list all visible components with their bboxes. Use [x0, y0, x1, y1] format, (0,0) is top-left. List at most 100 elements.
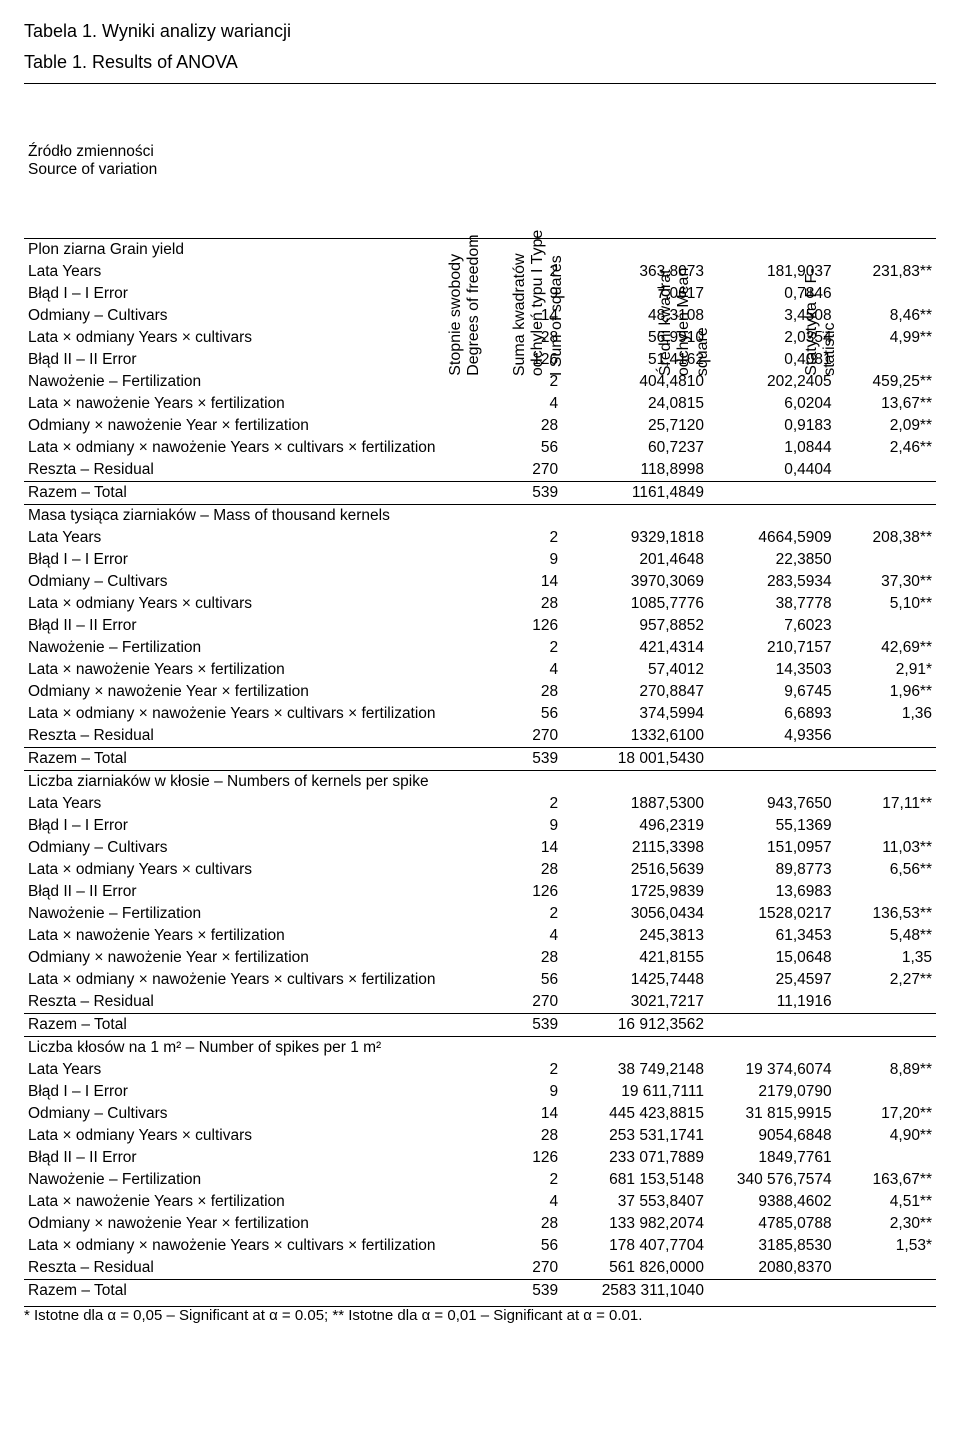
- header-source-pl: Źródło zmienności: [28, 143, 154, 160]
- table-row: Błąd I – I Error9496,231955,1369: [24, 815, 936, 837]
- row-value: 14: [480, 837, 562, 859]
- row-value: [836, 881, 936, 903]
- table-row: Błąd II – II Error1261725,983913,6983: [24, 881, 936, 903]
- row-value: 4: [480, 393, 562, 415]
- table-row: Lata × odmiany Years × cultivars281085,7…: [24, 593, 936, 615]
- row-value: 957,8852: [562, 615, 708, 637]
- row-value: 9: [480, 815, 562, 837]
- row-value: 28: [480, 1213, 562, 1235]
- table-row: Nawożenie – Fertilization23056,04341528,…: [24, 903, 936, 925]
- row-value: 2: [480, 637, 562, 659]
- row-value: 233 071,7889: [562, 1147, 708, 1169]
- row-value: 16 912,3562: [562, 1013, 708, 1036]
- row-label: Lata × nawożenie Years × fertilization: [24, 393, 480, 415]
- row-value: 539: [480, 747, 562, 770]
- row-value: 8,89**: [836, 1059, 936, 1081]
- table-row: Błąd I – I Error9201,464822,3850: [24, 549, 936, 571]
- row-value: 9388,4602: [708, 1191, 836, 1213]
- row-value: 1,96**: [836, 681, 936, 703]
- row-label: Błąd II – II Error: [24, 349, 480, 371]
- row-label: Odmiany × nawożenie Year × fertilization: [24, 681, 480, 703]
- row-label: Odmiany – Cultivars: [24, 305, 480, 327]
- row-label: Razem – Total: [24, 481, 480, 504]
- row-value: 2: [480, 1169, 562, 1191]
- section-title: Liczba kłosów na 1 m² – Number of spikes…: [24, 1036, 936, 1059]
- table-row: Lata × nawożenie Years × fertilization45…: [24, 659, 936, 681]
- row-value: 17,11**: [836, 793, 936, 815]
- row-value: 270: [480, 725, 562, 748]
- table-row: Lata × odmiany × nawożenie Years × culti…: [24, 437, 936, 459]
- row-value: 4: [480, 1191, 562, 1213]
- row-value: 13,6983: [708, 881, 836, 903]
- row-label: Odmiany – Cultivars: [24, 837, 480, 859]
- row-value: 126: [480, 881, 562, 903]
- row-value: 2,30**: [836, 1213, 936, 1235]
- row-value: 28: [480, 415, 562, 437]
- table-row: Odmiany × nawożenie Year × fertilization…: [24, 947, 936, 969]
- row-value: 38 749,2148: [562, 1059, 708, 1081]
- row-value: 37 553,8407: [562, 1191, 708, 1213]
- row-value: 2: [480, 527, 562, 549]
- row-label: Lata × odmiany × nawożenie Years × culti…: [24, 1235, 480, 1257]
- row-value: 3970,3069: [562, 571, 708, 593]
- row-label: Błąd II – II Error: [24, 881, 480, 903]
- row-value: 681 153,5148: [562, 1169, 708, 1191]
- row-value: 19 611,7111: [562, 1081, 708, 1103]
- row-label: Odmiany × nawożenie Year × fertilization: [24, 1213, 480, 1235]
- row-value: [708, 747, 836, 770]
- row-label: Odmiany × nawożenie Year × fertilization: [24, 947, 480, 969]
- row-label: Błąd I – I Error: [24, 549, 480, 571]
- table-caption-pl: Tabela 1. Wyniki analizy wariancji: [24, 20, 936, 43]
- row-value: 208,38**: [836, 527, 936, 549]
- row-value: 4,9356: [708, 725, 836, 748]
- row-value: [836, 725, 936, 748]
- table-row: Lata × odmiany × nawożenie Years × culti…: [24, 1235, 936, 1257]
- row-value: [836, 991, 936, 1014]
- row-label: Błąd II – II Error: [24, 615, 480, 637]
- table-row: Lata × odmiany × nawożenie Years × culti…: [24, 703, 936, 725]
- row-value: 2,91*: [836, 659, 936, 681]
- row-value: 57,4012: [562, 659, 708, 681]
- row-label: Nawożenie – Fertilization: [24, 1169, 480, 1191]
- row-value: 24,0815: [562, 393, 708, 415]
- header-ms: Średni kwadrat odchyleń Mean square: [708, 83, 836, 238]
- row-value: 151,0957: [708, 837, 836, 859]
- row-label: Lata × odmiany Years × cultivars: [24, 859, 480, 881]
- row-value: 28: [480, 947, 562, 969]
- row-value: 1085,7776: [562, 593, 708, 615]
- row-value: 270: [480, 991, 562, 1014]
- table-row: Nawożenie – Fertilization2681 153,514834…: [24, 1169, 936, 1191]
- row-value: 253 531,1741: [562, 1125, 708, 1147]
- row-value: 1725,9839: [562, 881, 708, 903]
- row-value: 28: [480, 1125, 562, 1147]
- row-value: 1,53*: [836, 1235, 936, 1257]
- row-value: 8,46**: [836, 305, 936, 327]
- row-value: 231,83**: [836, 261, 936, 283]
- row-value: 28: [480, 859, 562, 881]
- row-value: 539: [480, 1013, 562, 1036]
- row-value: 6,56**: [836, 859, 936, 881]
- table-row: Lata × nawożenie Years × fertilization43…: [24, 1191, 936, 1213]
- row-value: 1,36: [836, 703, 936, 725]
- row-label: Odmiany – Cultivars: [24, 1103, 480, 1125]
- row-value: 9329,1818: [562, 527, 708, 549]
- row-value: 374,5994: [562, 703, 708, 725]
- table-row: Odmiany × nawożenie Year × fertilization…: [24, 681, 936, 703]
- row-value: 270,8847: [562, 681, 708, 703]
- row-value: 126: [480, 615, 562, 637]
- row-value: 6,0204: [708, 393, 836, 415]
- row-label: Odmiany × nawożenie Year × fertilization: [24, 415, 480, 437]
- row-value: 133 982,2074: [562, 1213, 708, 1235]
- row-value: 1,0844: [708, 437, 836, 459]
- row-value: 2516,5639: [562, 859, 708, 881]
- row-value: [708, 1279, 836, 1302]
- row-value: 25,4597: [708, 969, 836, 991]
- row-value: 9,6745: [708, 681, 836, 703]
- row-label: Lata × nawożenie Years × fertilization: [24, 1191, 480, 1213]
- row-value: 4: [480, 925, 562, 947]
- row-label: Razem – Total: [24, 747, 480, 770]
- row-value: 943,7650: [708, 793, 836, 815]
- row-value: [836, 1257, 936, 1280]
- table-row: Lata × odmiany Years × cultivars282516,5…: [24, 859, 936, 881]
- table-row: Lata × odmiany Years × cultivars28253 53…: [24, 1125, 936, 1147]
